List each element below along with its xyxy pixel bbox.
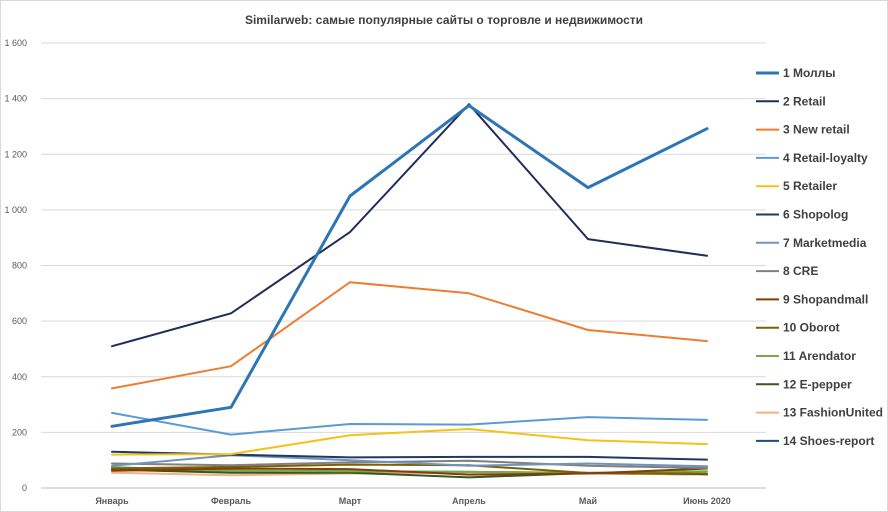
series-line-5 — [111, 428, 708, 456]
y-tick-label: 400 — [12, 372, 27, 382]
legend-label: 13 FashionUnited — [783, 406, 883, 420]
series-lines — [110, 103, 709, 479]
series-line-3 — [111, 281, 708, 390]
legend-label: 2 Retail — [783, 94, 826, 108]
chart-title: Similarweb: самые популярные сайты о тор… — [245, 13, 643, 27]
gridlines — [41, 42, 766, 433]
legend-label: 10 Oborot — [783, 321, 840, 335]
y-tick-label: 600 — [12, 316, 27, 326]
series-line-2 — [111, 103, 708, 348]
series-line-9 — [111, 467, 708, 476]
y-tick-label: 1 200 — [4, 149, 27, 159]
legend: 1 Моллы 2 Retail 3 New retail 4 Retail-loya… — [756, 66, 883, 448]
legend-label: 1 Моллы — [783, 66, 836, 80]
legend-label: 6 Shopolog — [783, 208, 848, 222]
x-tick-label: Февраль — [211, 496, 251, 506]
x-tick-label: Апрель — [452, 496, 486, 506]
legend-label: 7 Marketmedia — [783, 236, 867, 250]
y-tick-label: 200 — [12, 427, 27, 437]
legend-label: 12 E-pepper — [783, 377, 852, 391]
x-tick-label: Май — [579, 496, 597, 506]
y-tick-label: 800 — [12, 261, 27, 271]
x-tick-label: Январь — [95, 496, 129, 506]
legend-label: 14 Shoes-report — [783, 434, 874, 448]
legend-label: 5 Retailer — [783, 179, 837, 193]
series-line-4 — [111, 411, 708, 436]
y-tick-label: 1 400 — [4, 94, 27, 104]
series-line-8 — [111, 459, 708, 469]
y-tick-label: 1 000 — [4, 205, 27, 215]
y-tick-label: 1 600 — [4, 38, 27, 48]
x-tick-label: Март — [339, 496, 362, 506]
legend-label: 8 CRE — [783, 264, 818, 278]
series-line-1 — [110, 104, 709, 428]
series-line-7 — [111, 454, 708, 468]
x-tick-label: Июнь 2020 — [683, 496, 731, 506]
y-tick-label: 0 — [22, 483, 27, 493]
legend-label: 3 New retail — [783, 123, 850, 137]
legend-label: 11 Arendator — [783, 349, 856, 363]
legend-label: 9 Shopandmall — [783, 292, 868, 306]
axes: 0 200 400 600 800 1 000 1 200 1 400 1 600 Январь Ф… — [4, 38, 766, 506]
legend-label: 4 Retail-loyalty — [783, 151, 868, 165]
